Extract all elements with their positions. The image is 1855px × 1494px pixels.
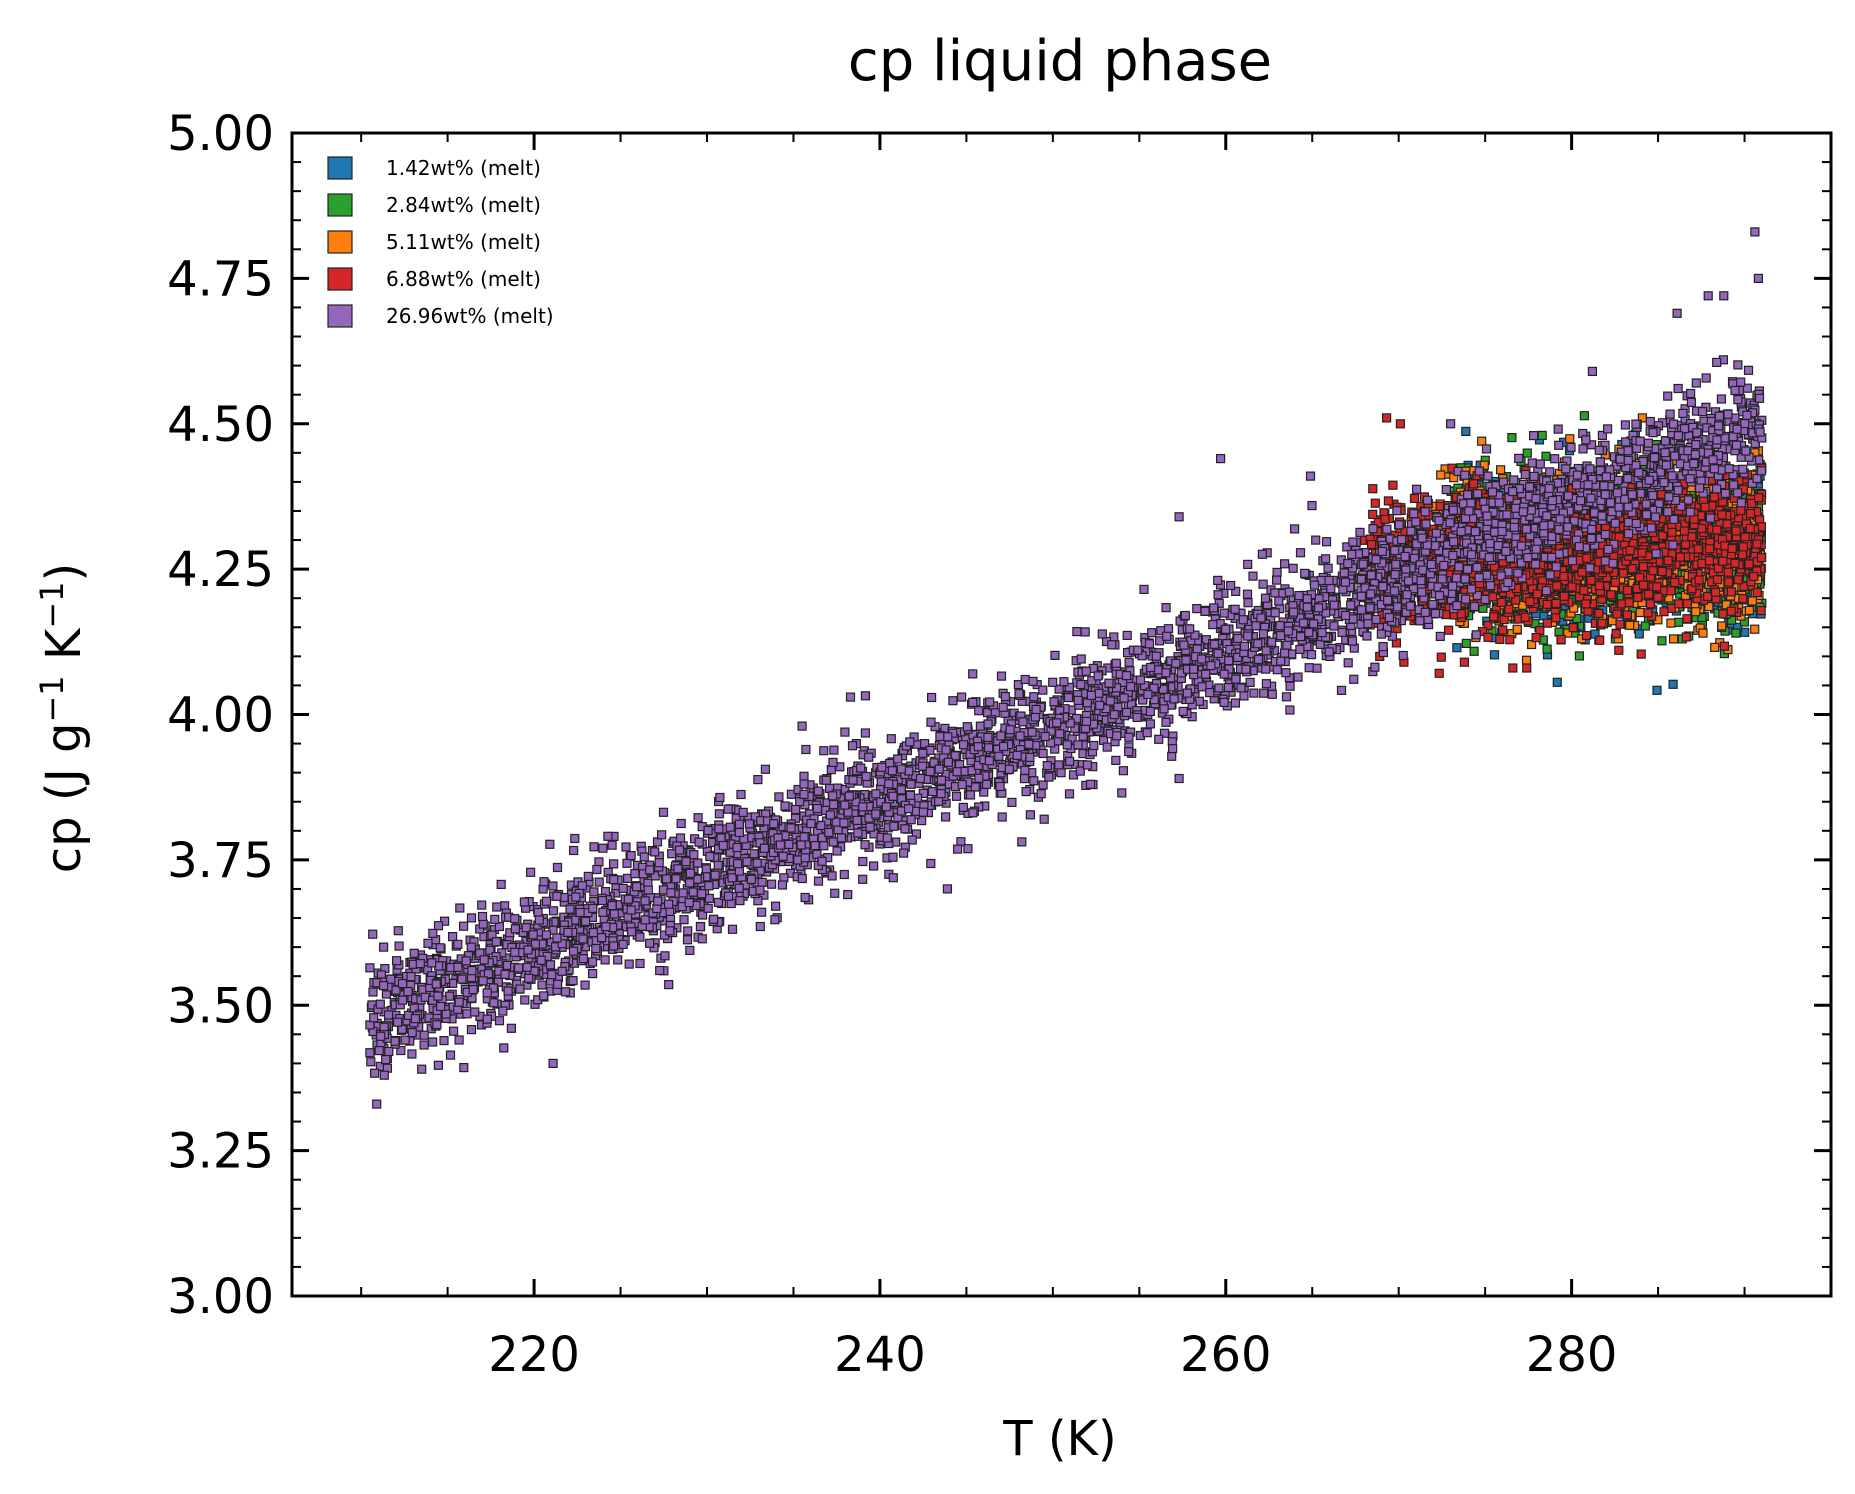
data-point — [1461, 426, 1471, 436]
data-point — [1569, 603, 1579, 613]
data-point — [1682, 599, 1693, 609]
data-point — [1731, 628, 1741, 638]
data-point — [1537, 430, 1547, 440]
data-point — [1552, 677, 1562, 687]
data-point — [1752, 587, 1762, 598]
data-point — [1723, 567, 1733, 577]
data-point — [1625, 620, 1635, 630]
data-point — [1522, 448, 1532, 458]
data-point — [1595, 635, 1605, 645]
x-axis-label: T (K) — [1002, 1411, 1117, 1467]
y-axis-label-exp2: −1 — [33, 581, 71, 628]
data-point — [1541, 451, 1551, 461]
data-point — [1668, 634, 1679, 644]
data-point — [1511, 595, 1521, 605]
data-point — [1477, 436, 1487, 446]
y-axis-label-mid: K — [36, 627, 92, 675]
data-point — [1634, 629, 1644, 639]
data-point — [1704, 601, 1714, 612]
data-point — [1574, 651, 1585, 661]
data-point — [1717, 621, 1727, 631]
data-point — [1581, 630, 1592, 641]
data-point — [1563, 628, 1573, 638]
data-point — [1659, 607, 1669, 617]
data-points-layer — [365, 227, 1767, 1109]
data-point — [1436, 470, 1446, 480]
data-point — [1479, 460, 1489, 470]
data-point — [1542, 644, 1552, 654]
data-point — [1435, 501, 1445, 511]
data-point — [1521, 655, 1532, 665]
data-point — [1666, 618, 1676, 628]
data-point — [1712, 575, 1723, 585]
data-point — [1635, 607, 1645, 618]
y-axis-label-base: cp (J g — [36, 723, 92, 874]
chart-title: cp liquid phase — [848, 29, 1272, 94]
data-point — [1652, 685, 1662, 695]
y-axis-label-end: ) — [36, 563, 92, 582]
data-point — [1657, 636, 1667, 646]
data-point — [1469, 646, 1479, 656]
data-point — [1512, 624, 1522, 634]
data-point — [1722, 519, 1732, 529]
y-axis-label-exp1: −1 — [33, 675, 71, 722]
data-point — [1691, 607, 1701, 617]
data-point — [1643, 608, 1653, 618]
data-point — [1640, 621, 1650, 631]
data-point — [1673, 617, 1684, 627]
data-point — [1627, 563, 1637, 574]
data-point — [1606, 590, 1616, 600]
data-point — [1579, 411, 1590, 421]
y-axis-label: cp (J g−1 K−1) — [33, 563, 92, 874]
data-point — [1738, 593, 1748, 604]
data-point — [1525, 596, 1535, 607]
data-point — [1726, 606, 1736, 616]
data-point — [1636, 649, 1646, 659]
data-point — [1718, 609, 1728, 619]
data-point — [1597, 618, 1607, 628]
data-point — [1507, 433, 1517, 443]
data-point — [1434, 668, 1444, 678]
data-point — [1368, 509, 1378, 519]
data-point — [1719, 641, 1730, 651]
data-point — [1586, 575, 1596, 586]
data-point — [1452, 643, 1462, 653]
data-point — [1559, 591, 1569, 601]
data-point — [1633, 592, 1643, 603]
data-point — [1461, 638, 1471, 649]
data-point — [1747, 596, 1757, 606]
data-point — [1709, 492, 1719, 502]
data-point — [1750, 624, 1760, 634]
data-point — [1489, 650, 1500, 660]
data-point — [1483, 620, 1493, 631]
data-point — [1726, 615, 1737, 625]
data-point — [1370, 498, 1380, 508]
data-point — [1495, 465, 1506, 475]
data-point — [1520, 612, 1530, 622]
data-point — [1674, 599, 1684, 609]
data-point — [1756, 553, 1767, 563]
data-point — [1744, 605, 1755, 616]
data-point — [1698, 628, 1708, 638]
data-point — [1366, 539, 1377, 550]
data-point — [1443, 625, 1454, 635]
data-point — [1733, 575, 1743, 585]
data-point — [1710, 642, 1720, 653]
data-point — [1740, 627, 1750, 637]
data-point — [1615, 619, 1625, 629]
data-point — [1668, 679, 1678, 689]
data-point — [1565, 434, 1575, 444]
data-point — [1744, 559, 1754, 569]
